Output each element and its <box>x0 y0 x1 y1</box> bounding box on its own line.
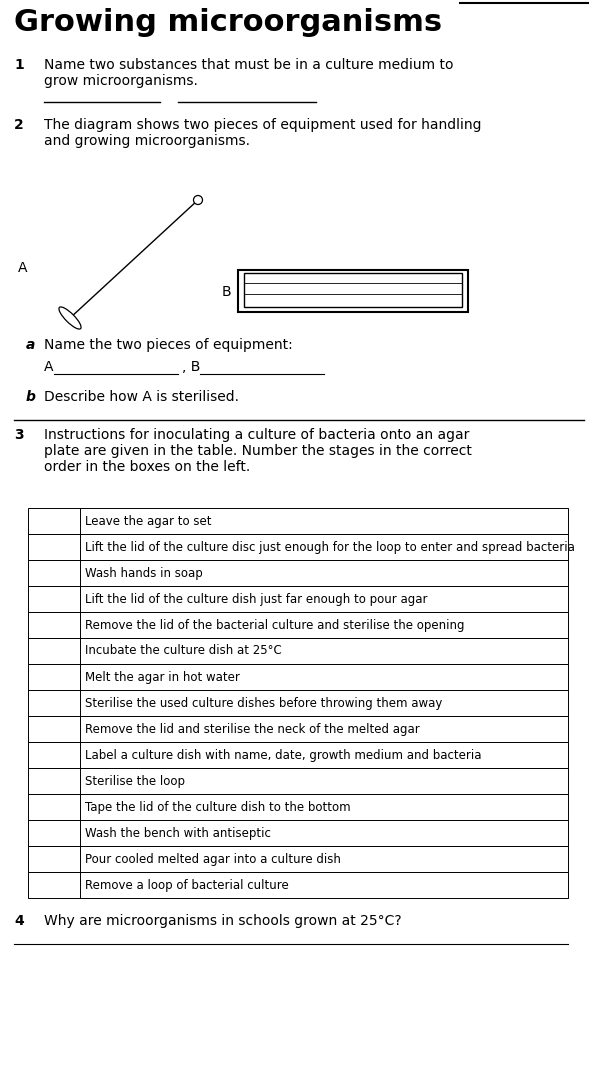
Text: A: A <box>44 360 53 374</box>
Bar <box>28 534 568 560</box>
Text: Instructions for inoculating a culture of bacteria onto an agar
plate are given : Instructions for inoculating a culture o… <box>44 428 472 474</box>
Text: Pour cooled melted agar into a culture dish: Pour cooled melted agar into a culture d… <box>85 853 341 866</box>
Bar <box>28 665 568 690</box>
Text: Remove the lid and sterilise the neck of the melted agar: Remove the lid and sterilise the neck of… <box>85 723 420 736</box>
Text: Sterilise the used culture dishes before throwing them away: Sterilise the used culture dishes before… <box>85 697 443 710</box>
Text: Name two substances that must be in a culture medium to
grow microorganisms.: Name two substances that must be in a cu… <box>44 58 453 88</box>
Text: A: A <box>18 261 28 275</box>
Bar <box>28 560 568 586</box>
Text: Incubate the culture dish at 25°C: Incubate the culture dish at 25°C <box>85 644 282 657</box>
Text: Leave the agar to set: Leave the agar to set <box>85 515 212 528</box>
Text: Melt the agar in hot water: Melt the agar in hot water <box>85 671 240 684</box>
Text: Lift the lid of the culture dish just far enough to pour agar: Lift the lid of the culture dish just fa… <box>85 592 428 605</box>
Bar <box>28 638 568 665</box>
Text: 1: 1 <box>14 58 24 72</box>
Text: b: b <box>26 390 36 404</box>
Bar <box>28 768 568 794</box>
Bar <box>28 690 568 716</box>
Text: Describe how A is sterilised.: Describe how A is sterilised. <box>44 390 239 404</box>
Text: Sterilise the loop: Sterilise the loop <box>85 774 185 787</box>
Bar <box>28 820 568 847</box>
Circle shape <box>194 196 203 205</box>
Text: Tape the lid of the culture dish to the bottom: Tape the lid of the culture dish to the … <box>85 800 350 813</box>
Bar <box>238 270 468 312</box>
Text: B: B <box>222 285 231 299</box>
Text: Name the two pieces of equipment:: Name the two pieces of equipment: <box>44 338 293 352</box>
Text: The diagram shows two pieces of equipment used for handling
and growing microorg: The diagram shows two pieces of equipmen… <box>44 118 481 149</box>
Text: Remove the lid of the bacterial culture and sterilise the opening: Remove the lid of the bacterial culture … <box>85 618 465 631</box>
Bar <box>244 272 462 307</box>
Bar <box>28 612 568 638</box>
Text: Lift the lid of the culture disc just enough for the loop to enter and spread ba: Lift the lid of the culture disc just en… <box>85 541 575 554</box>
Text: , B: , B <box>182 360 200 374</box>
Text: Wash hands in soap: Wash hands in soap <box>85 567 203 579</box>
Text: 3: 3 <box>14 428 24 442</box>
Text: a: a <box>26 338 35 352</box>
Text: 4: 4 <box>14 914 24 928</box>
Text: 2: 2 <box>14 118 24 132</box>
Bar <box>28 586 568 612</box>
Text: Why are microorganisms in schools grown at 25°C?: Why are microorganisms in schools grown … <box>44 914 402 928</box>
Text: Remove a loop of bacterial culture: Remove a loop of bacterial culture <box>85 879 289 892</box>
Bar <box>28 794 568 820</box>
Text: Label a culture dish with name, date, growth medium and bacteria: Label a culture dish with name, date, gr… <box>85 749 481 761</box>
Bar <box>28 742 568 768</box>
Bar <box>28 872 568 898</box>
Bar <box>28 716 568 742</box>
Text: Wash the bench with antiseptic: Wash the bench with antiseptic <box>85 826 271 839</box>
Ellipse shape <box>59 307 81 330</box>
Bar <box>28 508 568 534</box>
Text: Growing microorganisms: Growing microorganisms <box>14 8 442 37</box>
Bar <box>28 847 568 872</box>
